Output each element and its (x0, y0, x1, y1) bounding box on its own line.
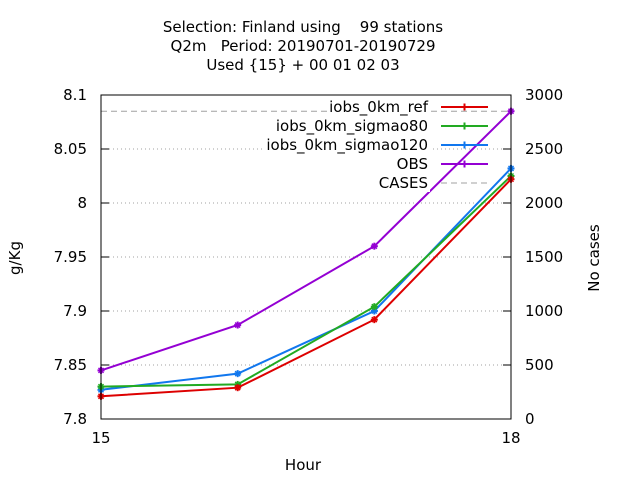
chart-title: Selection: Finland using 99 stationsQ2m … (163, 18, 443, 74)
chart-title-line: Used {15} + 00 01 02 03 (206, 56, 399, 74)
chart-title-line: Q2m Period: 20190701-20190729 (171, 37, 436, 55)
legend-bg (394, 155, 430, 173)
data-point (234, 321, 242, 329)
y2-tick-label: 500 (525, 356, 554, 374)
y2-tick-label: 3000 (525, 86, 563, 104)
data-point (370, 316, 378, 324)
y-tick-label: 7.8 (63, 410, 87, 428)
y-axis-label: g/Kg (6, 241, 24, 275)
y2-axis-label: No cases (585, 224, 603, 292)
chart-title-line: Selection: Finland using 99 stations (163, 18, 443, 36)
series-line-iobs-0km-ref (100, 178, 512, 398)
y-tick-label: 8.1 (63, 86, 87, 104)
y2-tick-label: 2500 (525, 140, 563, 158)
series-line-iobs-0km-sigmao80 (100, 175, 512, 388)
x-axis-label: Hour (285, 456, 322, 474)
y-tick-label: 8 (77, 194, 87, 212)
legend-bg (273, 117, 430, 136)
legend-label: iobs_0km_ref (329, 98, 429, 117)
data-point (234, 384, 242, 392)
x-tick-label: 15 (91, 429, 110, 447)
legend-label: iobs_0km_sigmao80 (276, 117, 428, 136)
axis-ticks: 7.8 7.85 7.9 7.95 8 8.05 8.1 0 500 1000 1500 2000 25… (54, 86, 564, 447)
y2-tick-label: 1500 (525, 248, 563, 266)
x-tick-label: 18 (501, 429, 520, 447)
series-line-iobs-0km-sigmao120 (100, 167, 512, 391)
legend-bg (376, 174, 430, 192)
y-tick-label: 7.9 (63, 302, 87, 320)
y2-tick-label: 0 (525, 410, 535, 428)
series-line-obs (100, 110, 512, 372)
legend-label: OBS (397, 155, 428, 173)
legend-bg (264, 136, 430, 155)
legend: iobs_0km_refiobs_0km_sigmao80iobs_0km_si… (264, 98, 488, 192)
legend-label: iobs_0km_sigmao120 (266, 136, 428, 155)
y-tick-label: 7.95 (54, 248, 87, 266)
data-point (370, 242, 378, 250)
legend-bg (327, 98, 431, 117)
y-tick-label: 8.05 (54, 140, 87, 158)
data-point (234, 370, 242, 378)
y-tick-label: 7.85 (54, 356, 87, 374)
data-point (370, 303, 378, 311)
grid-lines (101, 148, 511, 366)
y2-tick-label: 2000 (525, 194, 563, 212)
series-lines (97, 107, 515, 400)
y2-tick-label: 1000 (525, 302, 563, 320)
legend-label: CASES (379, 174, 428, 192)
